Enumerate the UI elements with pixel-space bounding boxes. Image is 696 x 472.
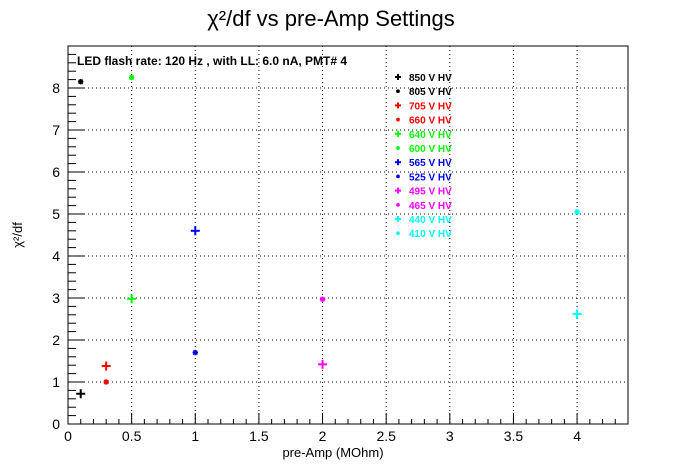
marker-stroke <box>396 202 400 207</box>
data-point <box>572 309 582 319</box>
marker-stroke <box>574 209 580 215</box>
y-tick-label: 2 <box>52 332 60 348</box>
grid <box>68 46 628 424</box>
y-tick-label: 6 <box>52 164 60 180</box>
legend-label: 660 V HV <box>409 116 452 127</box>
x-tick-label: 1 <box>191 428 199 444</box>
data-point <box>103 379 109 385</box>
legend-marker <box>396 202 400 207</box>
legend-label: 640 V HV <box>409 130 452 141</box>
legend-marker <box>396 89 400 94</box>
legend-label: 850 V HV <box>409 73 452 84</box>
legend: 850 V HV 805 V HV 705 V HV 660 V HV 640 V HV… <box>395 73 452 240</box>
y-axis-label: χ²/df <box>10 222 25 248</box>
legend-marker <box>395 187 401 194</box>
y-tick-label: 8 <box>52 80 60 96</box>
legend-item: 465 V HV <box>396 201 452 212</box>
legend-marker <box>396 231 400 236</box>
legend-marker <box>395 159 401 166</box>
legend-label: 495 V HV <box>409 187 452 198</box>
legend-item: 565 V HV <box>395 158 452 169</box>
data-point <box>76 389 86 399</box>
legend-label: 525 V HV <box>409 172 452 183</box>
legend-item: 525 V HV <box>396 172 452 183</box>
marker-stroke <box>319 296 326 302</box>
legend-marker <box>396 174 400 179</box>
marker-stroke <box>192 350 198 356</box>
legend-item: 495 V HV <box>395 187 452 198</box>
y-tick-label: 0 <box>52 416 60 432</box>
y-tick-label: 3 <box>52 290 60 306</box>
legend-marker <box>395 130 401 137</box>
x-tick-label: 4 <box>573 428 581 444</box>
data-point <box>574 209 580 215</box>
data-point <box>78 79 84 85</box>
marker-stroke <box>396 231 400 236</box>
legend-marker <box>395 74 401 80</box>
marker-stroke <box>396 174 400 179</box>
x-tick-label: 0.5 <box>122 428 142 444</box>
legend-label: 565 V HV <box>409 158 452 169</box>
data-points <box>76 74 582 399</box>
x-tick-label: 1.5 <box>249 428 269 444</box>
legend-label: 440 V HV <box>409 215 452 226</box>
legend-item: 705 V HV <box>395 101 452 112</box>
data-point <box>190 226 200 236</box>
marker-stroke <box>129 74 135 81</box>
legend-marker <box>395 216 401 222</box>
legend-label: 600 V HV <box>409 144 452 155</box>
chart-title: χ²/df vs pre-Amp Settings <box>207 6 455 31</box>
legend-label: 410 V HV <box>409 229 452 240</box>
marker-stroke <box>78 79 84 85</box>
marker-stroke <box>396 89 400 94</box>
marker-stroke <box>396 146 400 150</box>
marker-stroke <box>103 379 109 385</box>
legend-label: 465 V HV <box>409 201 452 212</box>
data-point <box>101 361 111 371</box>
x-tick-label: 0 <box>64 428 72 444</box>
legend-label: 705 V HV <box>409 101 452 112</box>
annotation-text: LED flash rate: 120 Hz , with LL: 6.0 nA… <box>77 54 347 68</box>
legend-item: 600 V HV <box>396 144 452 155</box>
x-tick-label: 3.5 <box>504 428 524 444</box>
y-tick-label: 1 <box>52 374 60 390</box>
x-tick-label: 3 <box>446 428 454 444</box>
legend-marker <box>395 102 401 109</box>
y-tick-label: 5 <box>52 206 60 222</box>
legend-marker <box>396 117 400 122</box>
x-tick-label: 2 <box>319 428 327 444</box>
x-tick-label: 2.5 <box>376 428 396 444</box>
y-tick-label: 7 <box>52 122 60 138</box>
y-tick-label: 4 <box>52 248 60 264</box>
data-point <box>127 294 137 304</box>
data-point <box>318 359 328 369</box>
legend-item: 660 V HV <box>396 116 452 127</box>
legend-marker <box>396 146 400 150</box>
legend-item: 440 V HV <box>395 215 452 226</box>
legend-item: 805 V HV <box>396 87 452 98</box>
data-point <box>128 74 135 81</box>
data-point <box>192 349 198 356</box>
tick-labels: 0 0.5 1 1.5 2 2.5 3 3.5 4 0 1 2 3 4 5 6 7 8 <box>52 80 581 444</box>
legend-label: 805 V HV <box>409 87 452 98</box>
legend-item: 640 V HV <box>395 130 452 141</box>
axis-ticks <box>67 53 629 425</box>
data-point <box>319 296 326 302</box>
legend-item: 410 V HV <box>396 229 452 240</box>
marker-stroke <box>396 117 400 122</box>
x-axis-label: pre-Amp (MOhm) <box>282 445 383 460</box>
legend-item: 850 V HV <box>395 73 452 84</box>
